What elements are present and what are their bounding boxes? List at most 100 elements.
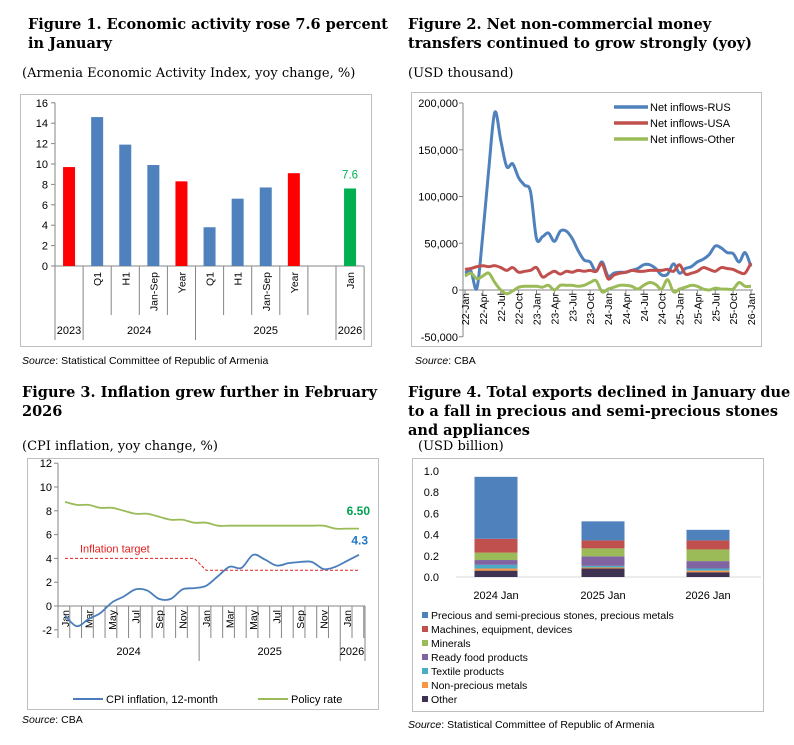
stacked-bar-segment — [581, 568, 625, 577]
source-text: : Statistical Committee of Republic of A… — [441, 719, 655, 731]
stacked-bar-segment — [581, 565, 625, 568]
figure-3-chart: -2 0 2 4 6 8 10 12 Jan Mar May Jul Sep Nov Jan Mar May Ju… — [27, 458, 379, 710]
year-label: 2026 — [340, 646, 364, 658]
stacked-bar-segment — [581, 521, 625, 541]
legend-swatch — [422, 696, 428, 702]
y-tick-label: 0.2 — [424, 551, 439, 563]
x-tick-label: 24-Apr — [621, 292, 633, 324]
category-label: H1 — [120, 272, 132, 286]
bar — [147, 165, 160, 266]
legend-label-policy: Policy rate — [291, 694, 342, 706]
source-text: : CBA — [448, 355, 476, 367]
category-label: 2024 Jan — [473, 590, 518, 602]
y-tick-label: 0.8 — [424, 487, 439, 499]
inflation-target-label: Inflation target — [80, 543, 150, 555]
x-tick-label: 23-Jan — [532, 293, 544, 325]
stacked-bar-segment — [474, 570, 518, 577]
x-tick-label: 26-Jan — [746, 293, 758, 325]
bar — [91, 117, 104, 266]
x-tick-label: 24-Jan — [603, 293, 615, 325]
policy-rate-end-label: 6.50 — [347, 504, 371, 518]
category-label: 2025 Jan — [580, 590, 625, 602]
x-tick-label: 23-Jul — [567, 293, 579, 322]
category-label: Q1 — [205, 272, 217, 286]
source-label: Source — [22, 355, 56, 367]
source-text: : CBA — [55, 714, 83, 726]
figure-4-svg: 0.0 0.2 0.4 0.6 0.8 1.0 2024 Jan 2025 Jan 2026 J… — [422, 466, 761, 706]
y-tick-label: 4 — [42, 220, 48, 232]
legend-label: Net inflows-Other — [650, 134, 735, 146]
stacked-bar-segment — [686, 568, 730, 571]
y-tick-label: 0.4 — [424, 530, 439, 542]
legend-label: Net inflows-RUS — [650, 102, 731, 114]
stacked-bar-segment — [474, 552, 518, 561]
source-label: Source — [415, 355, 449, 367]
figure-2-svg: -50,000 0 50,000 100,000 150,000 200,000 22-Ja… — [418, 98, 758, 344]
x-tick-label: 25-Jan — [675, 293, 687, 325]
y-tick-label: 0 — [452, 285, 458, 297]
legend-swatch — [422, 654, 428, 660]
y-tick-label: 200,000 — [418, 98, 458, 110]
y-tick-label: 14 — [36, 118, 48, 130]
bar — [203, 227, 216, 266]
cpi-inflation-line — [64, 553, 360, 628]
inflation-target-line — [65, 557, 359, 571]
category-label: Q1 — [92, 272, 104, 286]
month-label: Nov — [178, 609, 190, 628]
y-tick-label: 2 — [42, 241, 48, 253]
figure-2-title: Figure 2. Net non-commercial money trans… — [408, 16, 752, 52]
x-tick-label: 22-Apr — [478, 292, 490, 324]
stacked-bar-segment — [474, 538, 518, 553]
figure-3-title: Figure 3. Inflation grew further in Febr… — [22, 384, 378, 420]
legend-label-cpi: CPI inflation, 12-month — [106, 694, 218, 706]
y-tick-label: 0 — [46, 601, 52, 613]
x-tick-label: 25-Apr — [692, 292, 704, 324]
y-tick-label: 8 — [42, 179, 48, 191]
y-tick-label: 0.0 — [424, 572, 439, 584]
month-label: Jul — [272, 610, 284, 623]
category-label: Jan-Sep — [261, 272, 273, 311]
y-tick-label: 10 — [40, 482, 52, 494]
stacked-bar-segment — [581, 548, 625, 557]
source-label: Source — [408, 719, 442, 731]
stacked-bar-segment — [686, 540, 730, 550]
legend-swatch — [422, 640, 428, 646]
x-tick-label: 23-Apr — [549, 292, 561, 324]
legend-label: Precious and semi-precious stones, preci… — [431, 610, 674, 622]
month-label: Sep — [154, 610, 166, 629]
legend-label: Textile products — [431, 666, 504, 678]
y-tick-label: 50,000 — [424, 238, 458, 250]
source-label: Source — [22, 714, 56, 726]
x-tick-label: 24-Jul — [639, 293, 651, 322]
y-tick-label: -2 — [42, 625, 52, 637]
stacked-bar-segment — [474, 476, 518, 539]
group-label: 2024 — [127, 325, 151, 337]
figure-3-subtitle: (CPI inflation, yoy change, %) — [22, 439, 218, 454]
y-tick-label: 10 — [36, 159, 48, 171]
figure-1-subtitle: (Armenia Economic Activity Index, yoy ch… — [22, 66, 356, 81]
stacked-bar-segment — [581, 540, 625, 549]
month-label: Jul — [131, 610, 143, 623]
figure-4-chart: 0.0 0.2 0.4 0.6 0.8 1.0 2024 Jan 2025 Jan 2026 J… — [412, 458, 764, 712]
legend-label: Other — [431, 694, 458, 706]
stacked-bar-segment — [686, 529, 730, 541]
month-label: Jan — [60, 610, 72, 627]
month-label: Jan — [201, 610, 213, 627]
category-label: Jan — [345, 272, 357, 289]
x-tick-label: 25-Jul — [710, 293, 722, 322]
bar — [63, 167, 76, 266]
source-text: : Statistical Committee of Republic of A… — [55, 355, 269, 367]
x-tick-label: 22-Oct — [514, 293, 526, 325]
stacked-bar-segment — [686, 572, 730, 577]
figure-2-subtitle: (USD thousand) — [408, 66, 514, 81]
legend-label: Net inflows-USA — [650, 118, 731, 130]
stacked-bar-segment — [581, 567, 625, 569]
legend-swatch — [422, 668, 428, 674]
x-tick-label: 22-Jul — [496, 293, 508, 322]
y-tick-label: 4 — [46, 553, 52, 565]
month-label: May — [107, 609, 119, 630]
category-label: H1 — [233, 272, 245, 286]
month-label: Sep — [295, 610, 307, 629]
y-tick-label: 0 — [42, 261, 48, 273]
